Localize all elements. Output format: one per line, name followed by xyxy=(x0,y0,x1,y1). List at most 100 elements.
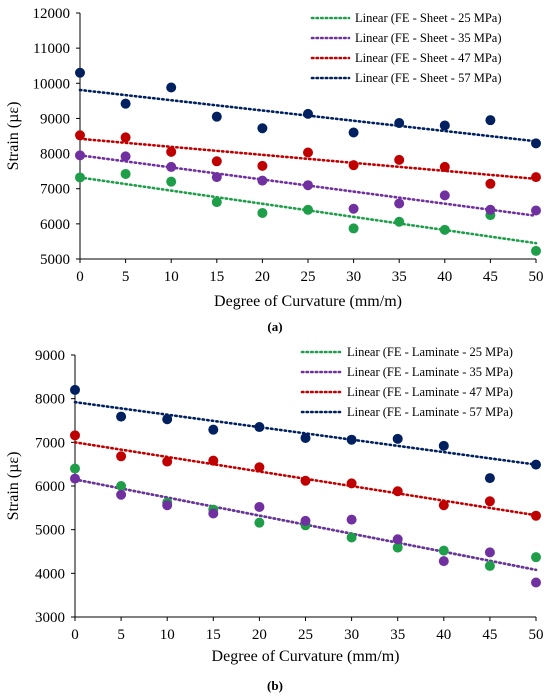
chart-a-x-tick-label: 40 xyxy=(437,269,452,285)
chart-a-point-s2-8 xyxy=(439,161,450,172)
chart-a-point-s0-10 xyxy=(531,245,541,256)
chart-a-x-tick-label: 10 xyxy=(164,269,179,285)
chart-b-x-tick-label: 45 xyxy=(482,627,497,643)
chart-b-point-s2-0 xyxy=(70,430,80,441)
chart-b-x-tick-label: 20 xyxy=(252,627,267,643)
chart-a-point-s3-7 xyxy=(394,117,405,128)
chart-a-point-s0-2 xyxy=(166,176,177,187)
chart-a-point-s1-0 xyxy=(75,150,85,161)
chart-b-point-s1-1 xyxy=(116,489,127,500)
chart-a-y-tick-label: 9000 xyxy=(40,111,70,127)
chart-b-point-s3-8 xyxy=(438,440,449,451)
chart-b-point-s1-10 xyxy=(531,577,541,588)
chart-a-y-tick-label: 7000 xyxy=(40,182,70,198)
chart-b-y-tick-label: 7000 xyxy=(35,435,65,451)
chart-a-point-s3-6 xyxy=(348,127,359,138)
chart-a-point-s2-9 xyxy=(485,178,496,189)
chart-b-point-s3-9 xyxy=(484,473,495,484)
chart-b-y-tick-label: 5000 xyxy=(35,523,65,539)
chart-b-point-s3-10 xyxy=(531,459,541,470)
chart-a-point-s3-9 xyxy=(485,115,496,126)
chart-b-point-s2-2 xyxy=(162,456,173,467)
chart-b-point-s2-10 xyxy=(531,510,541,521)
chart-a-point-s3-8 xyxy=(439,120,450,131)
chart-b-point-s3-6 xyxy=(346,434,357,445)
chart-b-point-s2-5 xyxy=(300,475,311,486)
chart-a-point-s2-2 xyxy=(166,146,177,157)
chart-a-point-s1-3 xyxy=(211,172,222,183)
chart-a-point-s1-5 xyxy=(303,180,313,191)
chart-b-y-tick-label: 9000 xyxy=(35,348,65,364)
chart-a-point-s1-2 xyxy=(166,161,177,172)
chart-a-point-s0-6 xyxy=(348,223,359,234)
chart-a-point-s0-5 xyxy=(303,204,313,215)
chart-b-x-tick-label: 15 xyxy=(206,627,221,643)
chart-b-point-s1-3 xyxy=(208,508,219,519)
chart-b-point-s3-1 xyxy=(116,411,127,422)
chart-a-y-tick-label: 5000 xyxy=(40,252,70,268)
chart-b-point-s0-10 xyxy=(531,552,541,563)
chart-a-point-s2-1 xyxy=(120,132,131,143)
chart-b-y-tick-label: 3000 xyxy=(35,610,65,626)
chart-b-x-tick-label: 10 xyxy=(160,627,175,643)
chart-a-point-s1-10 xyxy=(531,205,541,216)
chart-a-x-tick-label: 35 xyxy=(392,269,407,285)
chart-a-point-s3-2 xyxy=(166,82,177,93)
chart-panel-b: 0 5 10 15 20 25 30 35 40 45 50 3000 4000 5000 6000 7000… xyxy=(5,345,544,693)
chart-a-x-tick-label: 25 xyxy=(301,269,316,285)
chart-b-point-s2-7 xyxy=(392,486,403,497)
chart-b-point-s1-0 xyxy=(70,473,80,484)
chart-a-legend: Linear (FE - Sheet - 25 MPa) Linear (FE -… xyxy=(310,11,502,85)
chart-a-y-tick-label: 11000 xyxy=(33,41,70,57)
chart-a-point-s3-4 xyxy=(257,123,268,134)
chart-b-x-axis-label: Degree of Curvature (mm/m) xyxy=(212,648,400,665)
chart-b-point-s3-5 xyxy=(300,432,311,443)
chart-b-point-s1-4 xyxy=(254,501,265,512)
chart-a-point-s2-7 xyxy=(394,154,405,165)
chart-a-point-s1-9 xyxy=(485,204,496,215)
chart-b-point-s2-1 xyxy=(116,451,127,462)
chart-b-point-s0-4 xyxy=(254,517,265,528)
chart-b-point-s2-8 xyxy=(438,500,449,511)
chart-b-legend: Linear (FE - Laminate - 25 MPa) Linear (F… xyxy=(300,345,513,419)
chart-b-x-tick-label: 50 xyxy=(529,627,544,643)
chart-a-point-s3-1 xyxy=(120,98,131,109)
chart-a-legend-label-3: Linear (FE - Sheet - 57 MPa) xyxy=(355,71,502,85)
chart-b-point-s1-7 xyxy=(392,534,403,545)
chart-b-point-s1-5 xyxy=(300,515,311,526)
chart-b-x-tick-label: 5 xyxy=(117,627,125,643)
chart-b-point-s2-3 xyxy=(208,455,219,466)
chart-b-point-s3-0 xyxy=(70,384,80,395)
chart-a-y-tick-label: 8000 xyxy=(40,147,70,163)
chart-a-point-s0-0 xyxy=(75,172,85,183)
chart-b-point-s0-1 xyxy=(116,481,127,491)
chart-a-x-axis-label: Degree of Curvature (mm/m) xyxy=(214,293,402,310)
chart-a-sub-label: (a) xyxy=(267,319,282,334)
chart-a-legend-label-2: Linear (FE - Sheet - 47 MPa) xyxy=(355,51,502,65)
chart-b-y-axis-label: Strain (µε) xyxy=(5,452,22,521)
chart-b-x-tick-label: 30 xyxy=(344,627,359,643)
chart-a-point-s2-6 xyxy=(348,160,359,171)
chart-a-x-tick-label: 20 xyxy=(255,269,270,285)
chart-a-legend-label-0: Linear (FE - Sheet - 25 MPa) xyxy=(355,11,502,25)
chart-b-point-s3-7 xyxy=(392,433,403,444)
chart-a-y-tick-label: 10000 xyxy=(33,76,71,92)
chart-a-x-tick-label: 45 xyxy=(483,269,498,285)
chart-b-legend-label-3: Linear (FE - Laminate - 57 MPa) xyxy=(347,405,513,419)
chart-a-point-s3-10 xyxy=(531,138,541,149)
chart-b-x-tick-label: 40 xyxy=(436,627,451,643)
chart-a-trendline-2 xyxy=(78,137,538,181)
chart-a-x-tick-label: 50 xyxy=(529,269,544,285)
chart-a-point-s2-0 xyxy=(75,130,85,141)
chart-a-point-s0-1 xyxy=(120,168,131,179)
chart-b-point-s0-0 xyxy=(70,463,80,474)
chart-b-point-s2-4 xyxy=(254,462,265,473)
chart-a-y-tick-label: 12000 xyxy=(33,6,71,22)
chart-a-point-s2-5 xyxy=(303,147,313,158)
chart-a-point-s1-6 xyxy=(348,203,359,214)
chart-panel-a: 0 5 10 15 20 25 30 35 40 45 50 5000 6000 7000 8000 9000… xyxy=(5,6,544,334)
chart-a-y-tick-label: 6000 xyxy=(40,217,70,233)
chart-a-point-s2-3 xyxy=(211,156,222,167)
chart-b-point-s0-7 xyxy=(392,542,403,553)
